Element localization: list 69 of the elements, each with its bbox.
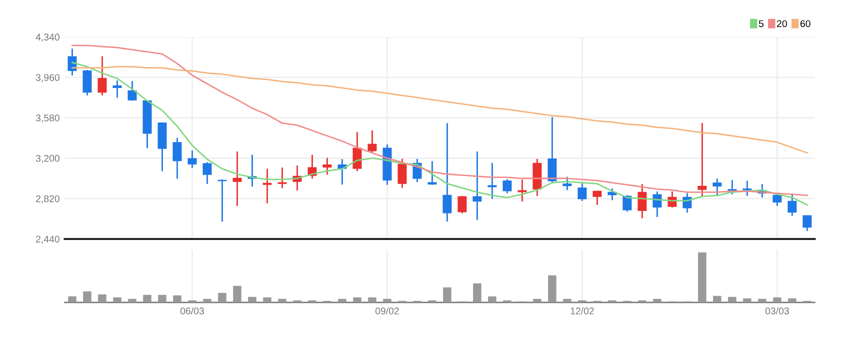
bar — [158, 294, 166, 302]
candlestick — [458, 195, 467, 214]
legend-label: 60 — [800, 20, 810, 28]
candlestick — [652, 190, 662, 218]
bar — [83, 291, 92, 302]
candlestick — [202, 162, 212, 185]
bar — [263, 297, 272, 302]
y-tick-label: 3,580 — [36, 114, 60, 123]
y-tick-label: 2,820 — [36, 195, 60, 204]
candlestick — [232, 150, 242, 207]
candlestick — [322, 157, 332, 176]
candlestick — [428, 160, 437, 186]
candlestick — [262, 168, 272, 204]
y-tick-label: 4,340 — [36, 34, 60, 42]
x-tick-label: 06/03 — [180, 307, 204, 314]
bar — [488, 296, 496, 302]
candlestick — [98, 56, 107, 96]
candlestick — [188, 150, 197, 169]
bar — [548, 275, 556, 302]
candlestick — [398, 158, 407, 189]
y-tick-label: 2,440 — [36, 236, 60, 244]
bar — [143, 294, 152, 302]
candlestick — [278, 166, 287, 189]
bar — [473, 283, 482, 302]
x-tick-label: 03/03 — [765, 307, 789, 314]
bar — [233, 286, 242, 302]
candlestick — [472, 150, 482, 221]
y-tick-label: 3,200 — [36, 154, 60, 163]
candlestick — [502, 178, 512, 194]
x-tick-label: 09/02 — [375, 307, 399, 314]
bar — [443, 287, 452, 302]
bar — [248, 296, 256, 302]
bar — [698, 252, 706, 302]
candlestick — [638, 183, 647, 219]
candlestick — [578, 182, 587, 202]
candlestick — [788, 192, 797, 217]
candlestick — [562, 176, 572, 191]
bar — [68, 296, 76, 302]
candlestick — [128, 80, 137, 102]
bar — [353, 297, 362, 302]
line-series — [72, 44, 808, 196]
candlestick — [488, 162, 497, 200]
candlestick — [698, 122, 707, 198]
candlestick — [592, 190, 602, 206]
bar — [713, 296, 722, 302]
bar — [98, 294, 106, 302]
candlestick — [352, 131, 362, 172]
candlestick — [802, 214, 812, 232]
candlestick — [368, 130, 377, 154]
candlestick — [172, 137, 182, 180]
candlestick — [82, 69, 92, 96]
bar — [743, 298, 752, 302]
x-tick-label: 12/02 — [570, 307, 594, 314]
legend-label: 5 — [758, 20, 764, 28]
candlestick — [518, 178, 527, 202]
bar — [773, 297, 782, 302]
legend-label: 20 — [777, 20, 787, 28]
bar — [728, 296, 736, 302]
candlestick — [112, 80, 122, 98]
bar — [368, 297, 376, 302]
bar — [113, 297, 122, 302]
candlestick — [622, 194, 632, 212]
candlestick — [712, 178, 722, 196]
bar — [173, 295, 182, 302]
bar — [788, 298, 796, 302]
bar — [218, 292, 226, 302]
candlestick — [548, 116, 557, 183]
y-tick-label: 3,960 — [36, 74, 60, 82]
candlestick — [442, 122, 452, 222]
